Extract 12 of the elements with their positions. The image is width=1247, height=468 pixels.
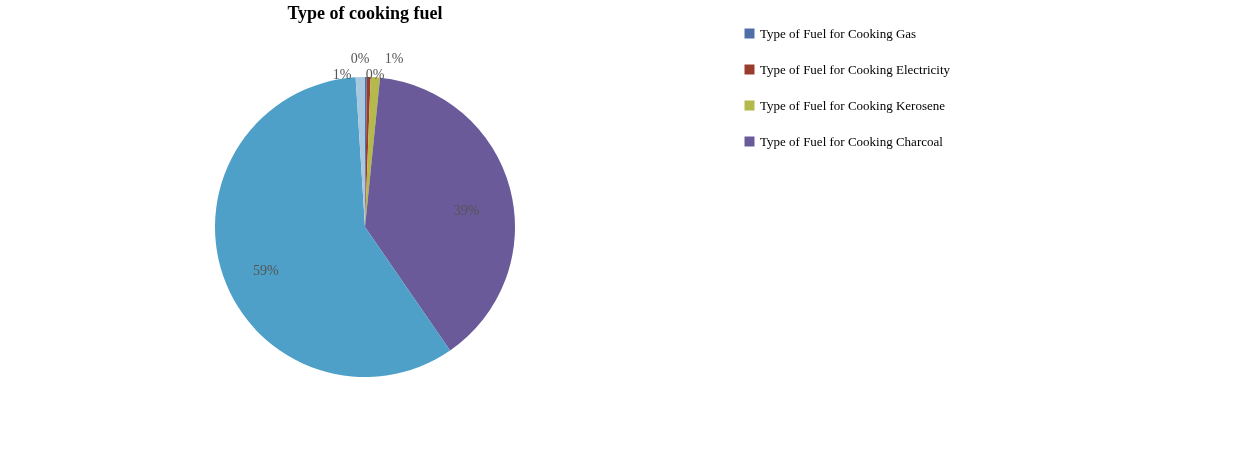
legend-label: Type of Fuel for Cooking Gas [760, 25, 917, 41]
legend-label: Type of Fuel for Cooking Charcoal [760, 133, 944, 149]
data-label: 39% [453, 202, 480, 218]
data-label: 59% [252, 263, 279, 279]
data-label: 0% [350, 51, 370, 66]
legend-label: Type of Fuel for Cooking Electricity [760, 61, 951, 77]
data-label: 1% [384, 51, 404, 66]
pie-slice [215, 77, 451, 377]
legend-label: Type of Fuel for Cooking Kerosene [760, 97, 946, 113]
chart-title: Type of cooking fuel [287, 3, 443, 23]
data-label: 1% [332, 67, 352, 82]
pie-slice [365, 77, 515, 351]
